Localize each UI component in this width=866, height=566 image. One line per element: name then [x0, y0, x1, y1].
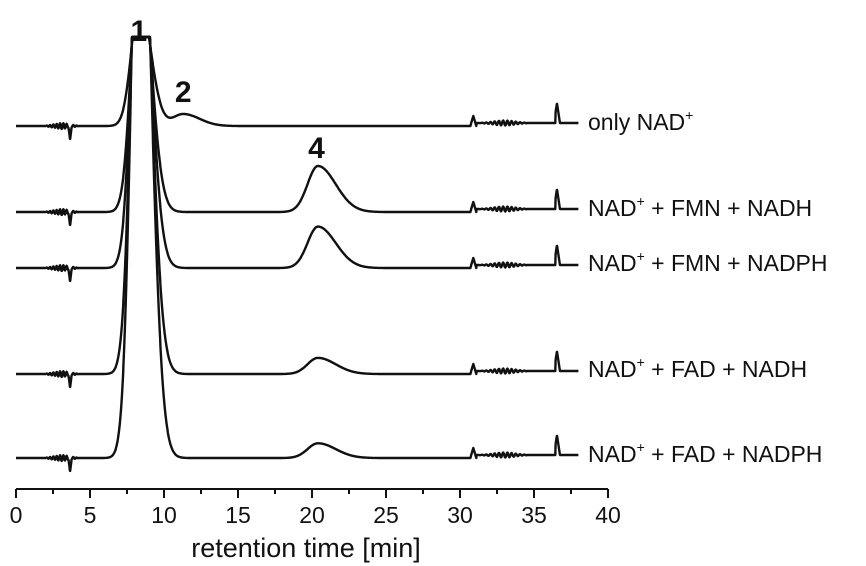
x-tick-label: 35 [521, 502, 547, 528]
trace-line-4 [15, 35, 580, 389]
x-tick-label: 15 [225, 502, 251, 528]
trace-label-5: NAD+ + FAD + NADPH [588, 439, 822, 467]
x-axis-title: retention time [min] [191, 533, 421, 563]
peak-label-1: 1 [130, 15, 147, 48]
trace-line-2 [15, 35, 580, 227]
x-tick-label: 30 [447, 502, 473, 528]
trace-label-4: NAD+ + FAD + NADH [588, 354, 807, 382]
trace-line-1 [15, 35, 580, 141]
trace-line-3 [15, 35, 580, 283]
x-tick-label: 0 [10, 502, 23, 528]
x-tick-label: 25 [373, 502, 399, 528]
x-axis: 0 5 10 15 20 25 30 35 40 [10, 488, 621, 528]
x-tick-label: 5 [84, 502, 97, 528]
trace-group [15, 35, 580, 473]
trace-line-5 [15, 35, 580, 473]
trace-label-3: NAD+ + FMN + NADPH [588, 248, 828, 276]
x-tick-label: 20 [299, 502, 325, 528]
trace-label-group: only NAD+ NAD+ + FMN + NADH NAD+ + FMN + N… [588, 107, 828, 467]
trace-label-2: NAD+ + FMN + NADH [588, 193, 812, 221]
peak-label-4: 4 [308, 132, 325, 165]
peak-label-2: 2 [175, 76, 192, 109]
peak-label-group: 12 4 [130, 15, 325, 165]
x-tick-label: 40 [595, 502, 621, 528]
x-tick-label: 10 [151, 502, 177, 528]
trace-label-1: only NAD+ [588, 107, 693, 135]
